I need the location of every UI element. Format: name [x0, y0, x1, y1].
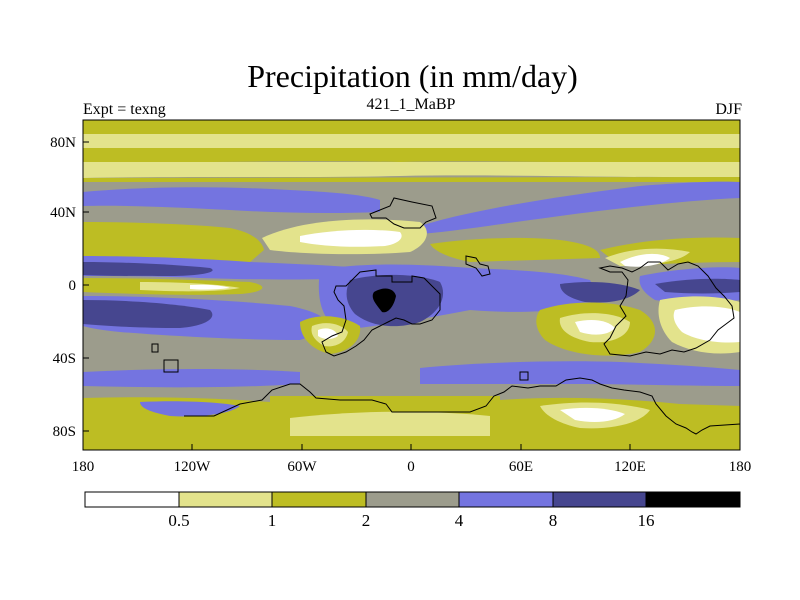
y-tick-label: 80N	[50, 135, 76, 151]
tick-marks	[82, 141, 741, 450]
colorbar-label: 8	[549, 511, 558, 530]
colorbar-box	[646, 492, 740, 507]
season-label: DJF	[715, 101, 742, 118]
y-tick-label: 0	[69, 278, 77, 294]
colorbar-box	[366, 492, 459, 507]
precip-field	[83, 120, 740, 450]
colorbar-label: 1	[268, 511, 277, 530]
x-tick-label: 0	[407, 459, 415, 475]
colorbar-box	[459, 492, 553, 507]
y-tick-label: 40N	[50, 205, 76, 221]
experiment-label: Expt = texng	[83, 101, 166, 118]
x-tick-label: 120E	[614, 459, 646, 475]
y-tick-label: 80S	[53, 424, 76, 440]
colorbar	[84, 491, 741, 508]
chart-title: Precipitation (in mm/day)	[247, 58, 578, 94]
x-tick-label: 60W	[287, 459, 317, 475]
colorbar-label: 4	[455, 511, 464, 530]
coastlines	[151, 197, 741, 435]
colorbar-box	[179, 492, 272, 507]
x-tick-label: 120W	[174, 459, 212, 475]
x-tick-label: 180	[72, 459, 95, 475]
x-tick-label: 60E	[509, 459, 533, 475]
colorbar-label: 2	[362, 511, 371, 530]
y-tick-label: 40S	[53, 351, 76, 367]
colorbar-box	[85, 492, 179, 507]
x-tick-label: 180	[729, 459, 752, 475]
colorbar-label: 0.5	[168, 511, 189, 530]
colorbar-box	[553, 492, 646, 507]
colorbar-label: 16	[638, 511, 655, 530]
colorbar-box	[272, 492, 366, 507]
period-label: 421_1_MaBP	[366, 96, 456, 113]
